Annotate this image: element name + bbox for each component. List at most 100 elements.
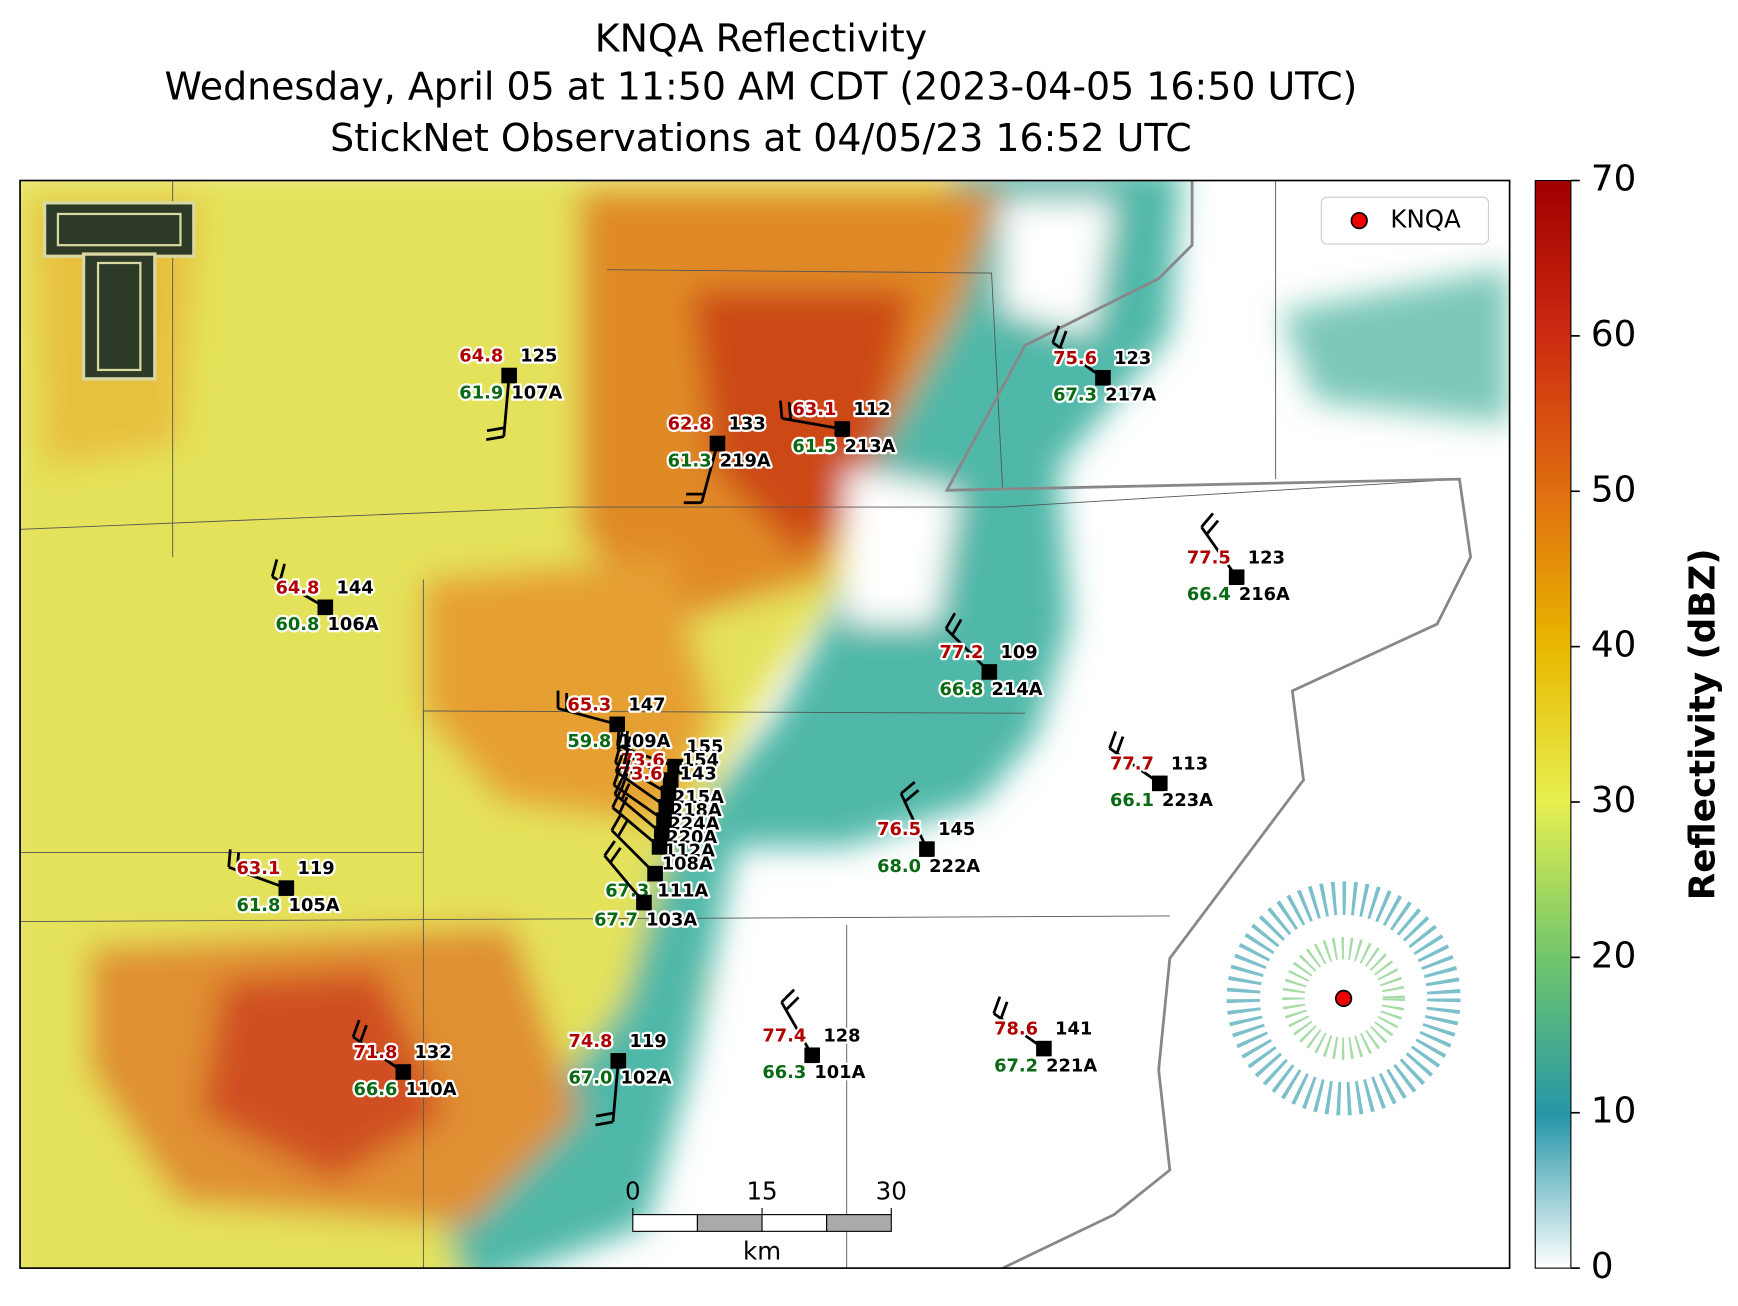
map-frame [19, 179, 1511, 1269]
temperature: 64.8 [275, 577, 319, 598]
dewpoint: 61.3 [668, 450, 712, 471]
scale-tick-label: 30 [876, 1176, 907, 1205]
station: 77.5 123 66.4 216A [1185, 512, 1292, 607]
station-value: 133 [729, 414, 766, 435]
scale-segment [761, 1214, 828, 1232]
station-marker [804, 1047, 820, 1064]
station-marker [919, 841, 935, 857]
station: 77.2 109 66.8 214A [937, 612, 1045, 702]
station-id: 220A [666, 827, 717, 848]
echo-region [1281, 267, 1510, 424]
logo [42, 201, 196, 381]
station-value: 125 [520, 346, 557, 367]
station-id: 213A [844, 436, 895, 457]
wind-barb-flag [1051, 325, 1061, 344]
temperature: 78.6 [994, 1019, 1038, 1040]
station: 63.1 119 61.8 105A [227, 849, 342, 918]
title: KNQA Reflectivity [595, 17, 927, 61]
reflectivity-field [20, 180, 1510, 1269]
wind-barb-flag [778, 400, 784, 419]
station-marker [1036, 1040, 1052, 1057]
station-id: 218A [671, 800, 722, 821]
station-marker [834, 421, 851, 437]
echo-region [445, 180, 1181, 1269]
clear-region [1002, 200, 1115, 335]
station: 62.8 133 61.3 219A [665, 411, 773, 505]
station-id: 106A [328, 614, 379, 635]
dewpoint: 61.5 [792, 436, 836, 457]
station-value: 109 [1000, 642, 1037, 663]
echo-region [200, 969, 446, 1182]
subtitle: StickNet Observations at 04/05/23 16:52 … [330, 116, 1192, 160]
colorbar-tick-label: 0 [1591, 1246, 1614, 1287]
station-value: 141 [1055, 1019, 1092, 1040]
wind-barb-flag [613, 777, 624, 795]
station-id: 101A [814, 1062, 865, 1083]
wind-barb-flag [609, 847, 622, 864]
station-value: 112 [853, 399, 890, 420]
station-marker [653, 825, 670, 842]
station-marker [278, 880, 295, 896]
wind-barb-flag [227, 849, 232, 868]
station: 220A [612, 767, 720, 850]
station-marker [647, 865, 663, 882]
dewpoint: 66.8 [939, 679, 983, 700]
dewpoint: 66.3 [762, 1062, 806, 1083]
dewpoint: 67.0 [569, 1068, 613, 1089]
station-marker [651, 839, 668, 855]
wind-barb-flag [780, 988, 796, 1004]
station-id: 107A [511, 382, 562, 403]
station-value: 123 [1114, 348, 1151, 369]
station-value: 143 [680, 763, 717, 784]
wind-barb-flag [595, 1111, 615, 1118]
wind-barb-flag [992, 996, 1002, 1014]
temperature: 63.1 [792, 399, 836, 420]
radar-map [20, 180, 1510, 1269]
temperature: 77.2 [939, 642, 983, 663]
wind-barb [603, 854, 646, 904]
station-id: 216A [1239, 584, 1290, 605]
wind-barb-flag [951, 618, 963, 636]
station-value: 123 [1248, 547, 1285, 568]
scale-unit: km [743, 1237, 781, 1266]
station: 63.1 112 61.5 213A [778, 397, 898, 459]
wind-barb-flag [1108, 730, 1117, 749]
station-marker [656, 812, 672, 828]
wind-barb-flag [278, 563, 286, 582]
wind-barb [352, 1035, 405, 1074]
station-marker [667, 758, 683, 775]
colorbar [1534, 179, 1572, 1269]
station-marker [1228, 569, 1245, 586]
station-value: 113 [1171, 753, 1208, 774]
colorbar-tick-label: 50 [1591, 469, 1636, 510]
scale-segment [696, 1214, 763, 1232]
wind-barb-flag [903, 789, 920, 803]
wind-barb-flag [1200, 512, 1215, 528]
station-marker [636, 894, 652, 911]
station-id: 108A [662, 854, 713, 875]
station-value: 119 [297, 858, 334, 879]
station-id: 223A [1162, 790, 1213, 811]
temperature: 71.8 [353, 1042, 397, 1063]
wind-barb-flag [611, 790, 622, 809]
scale-segment [632, 1214, 698, 1232]
station-value: 144 [336, 577, 373, 598]
wind-barb-flag [486, 426, 505, 433]
dewpoint: 67.3 [1053, 385, 1097, 406]
wind-barb-flag [620, 783, 631, 801]
wind-barb [700, 443, 719, 504]
colorbar-label: Reflectivity (dBZ) [1683, 548, 1724, 900]
colorbar-tick-label: 60 [1591, 314, 1636, 355]
colorbar-tick-label: 40 [1591, 625, 1636, 666]
scale-tick-label: 0 [625, 1176, 641, 1205]
wind-barb [611, 806, 661, 848]
station-marker [317, 599, 334, 616]
wind-barb-flag [621, 749, 630, 768]
station-value: 132 [414, 1042, 451, 1063]
station-value: 147 [628, 694, 665, 715]
station-id: 105A [289, 895, 340, 916]
station-value: 155 [686, 737, 723, 758]
wind-barb [781, 417, 843, 431]
station-marker [981, 664, 998, 680]
station: 64.8 125 61.9 107A [457, 343, 565, 442]
